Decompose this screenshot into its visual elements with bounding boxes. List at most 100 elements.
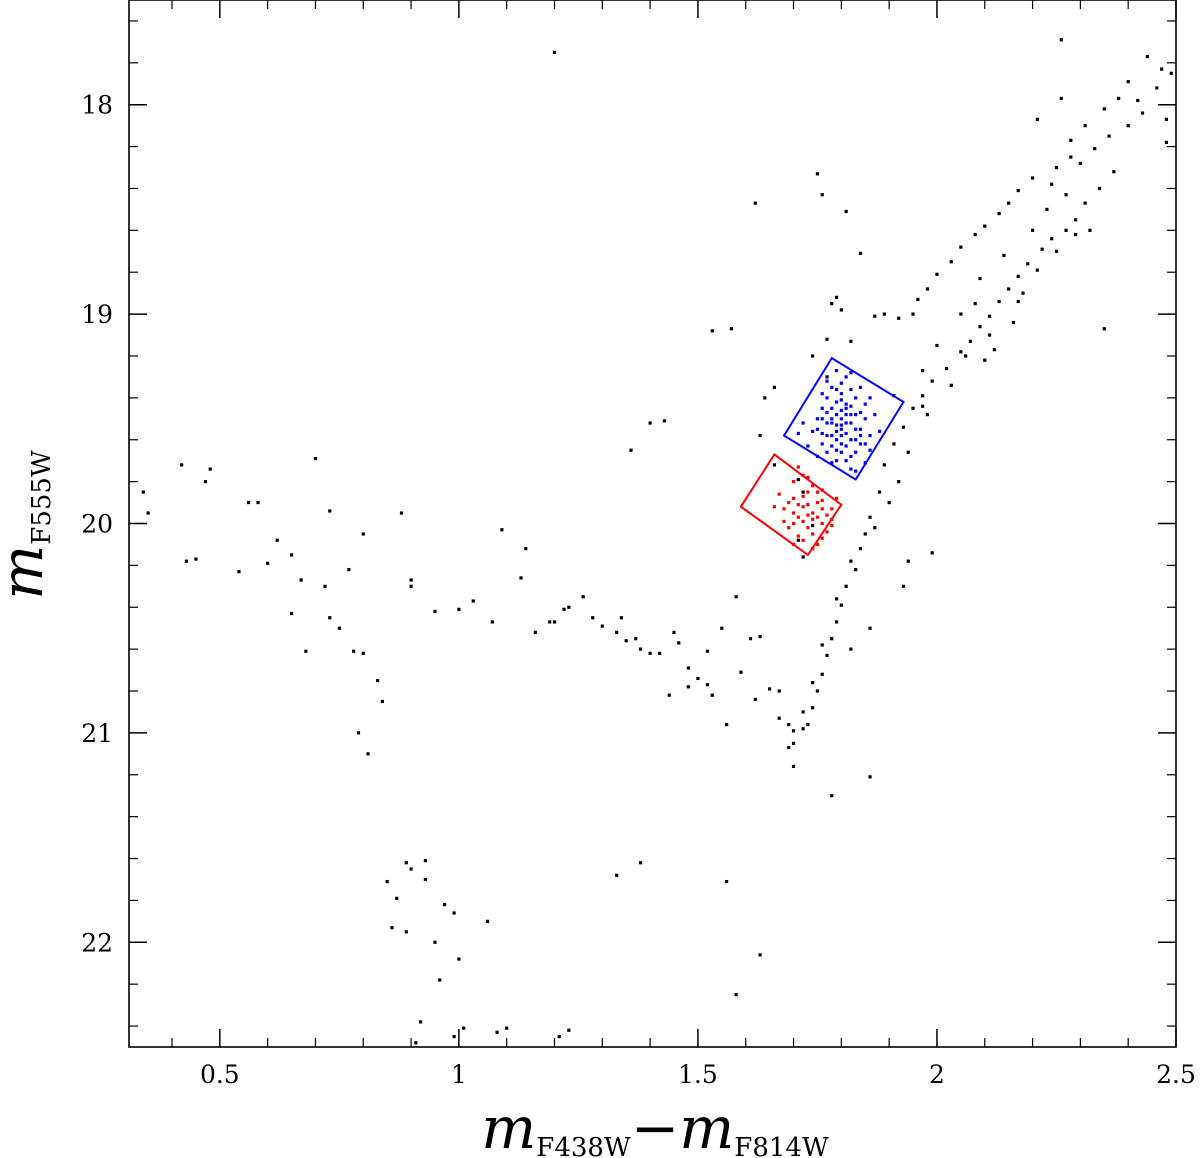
data-point: [844, 406, 848, 410]
data-point: [868, 775, 872, 779]
data-point: [662, 419, 667, 423]
data-point: [801, 505, 805, 509]
data-point: [705, 649, 710, 653]
x-axis-label-sub2: F814W: [734, 1133, 829, 1158]
data-point: [1045, 207, 1049, 211]
data-point: [863, 532, 867, 536]
data-point: [624, 639, 628, 643]
data-point: [825, 375, 829, 379]
data-point: [1083, 124, 1087, 128]
data-point: [825, 433, 829, 438]
data-point: [1007, 287, 1011, 291]
data-point: [1064, 193, 1068, 197]
data-point: [194, 557, 198, 561]
data-point: [834, 438, 839, 442]
data-point: [1102, 327, 1106, 331]
data-point: [834, 496, 839, 500]
data-point: [548, 620, 552, 624]
data-point: [820, 507, 824, 511]
y-tick-label: 18: [81, 91, 113, 120]
data-point: [404, 861, 408, 865]
data-point: [868, 515, 872, 519]
data-point: [347, 567, 351, 572]
data-point: [868, 448, 872, 452]
data-point: [777, 689, 781, 693]
data-point: [858, 427, 863, 431]
data-point: [791, 496, 796, 500]
data-point: [313, 456, 318, 461]
data-point: [825, 450, 829, 454]
data-point: [849, 467, 853, 471]
data-point: [921, 394, 925, 398]
blue-selection-box: [782, 356, 905, 481]
data-point: [289, 611, 294, 616]
data-point: [830, 444, 834, 448]
data-point: [404, 930, 408, 934]
data-point: [1054, 165, 1059, 170]
data-point: [839, 427, 843, 431]
data-point: [811, 681, 815, 685]
data-point: [839, 308, 843, 312]
data-point: [854, 396, 858, 400]
data-point: [863, 417, 867, 421]
data-point: [452, 1034, 456, 1039]
data-point: [638, 647, 643, 651]
data-point: [796, 431, 800, 436]
data-point: [246, 500, 251, 505]
data-point: [801, 519, 805, 524]
data-point: [825, 421, 829, 425]
x-axis-label-base2: m: [679, 1094, 734, 1158]
data-point: [490, 620, 494, 624]
data-point: [820, 672, 824, 676]
data-point: [787, 745, 791, 750]
data-point: [495, 1030, 499, 1034]
data-point: [629, 448, 633, 452]
data-point: [787, 500, 791, 505]
data-point: [648, 651, 652, 655]
data-point: [729, 327, 733, 331]
data-point: [1040, 247, 1044, 251]
data-point: [815, 689, 820, 693]
data-point: [1059, 38, 1063, 42]
data-point: [911, 312, 915, 316]
data-point: [289, 553, 294, 557]
data-point: [811, 354, 815, 358]
data-point: [1112, 170, 1116, 174]
data-point: [834, 413, 839, 417]
data-point: [581, 595, 585, 599]
data-point: [830, 433, 834, 438]
data-point: [834, 597, 839, 601]
data-point: [1035, 268, 1039, 272]
data-point: [419, 1020, 423, 1024]
data-point: [457, 607, 461, 611]
data-point: [854, 469, 858, 473]
data-point: [1078, 161, 1082, 165]
data-point: [237, 570, 241, 574]
data-point: [916, 297, 920, 302]
data-point: [834, 459, 839, 463]
data-point: [849, 404, 853, 408]
data-point: [552, 50, 557, 54]
data-point: [768, 687, 772, 691]
data-point: [1088, 228, 1092, 232]
data-point: [801, 710, 805, 714]
data-point: [485, 919, 490, 923]
data-point: [1069, 155, 1073, 159]
data-point: [935, 272, 939, 276]
data-point: [524, 547, 528, 551]
data-point: [830, 523, 834, 528]
data-point: [1016, 274, 1020, 279]
data-point: [921, 369, 925, 373]
data-point: [820, 431, 824, 436]
data-point: [256, 500, 260, 505]
data-point: [815, 427, 820, 431]
data-point: [686, 666, 690, 670]
data-point: [505, 1026, 509, 1030]
data-point: [1097, 186, 1102, 191]
data-point: [1145, 54, 1149, 59]
data-point: [615, 630, 619, 634]
data-point: [849, 339, 853, 343]
data-point: [648, 421, 652, 425]
data-point: [830, 794, 834, 798]
data-point: [1035, 117, 1039, 121]
